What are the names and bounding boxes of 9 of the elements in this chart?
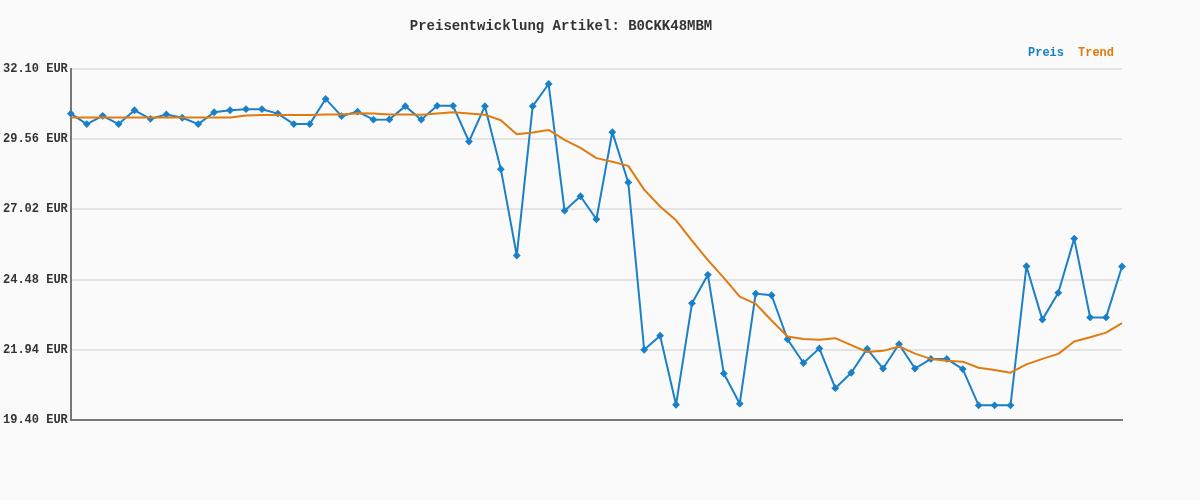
chart-title: Preisentwicklung Artikel: B0CKK48MBM xyxy=(409,17,713,34)
text: Trend xyxy=(1077,45,1115,60)
text: Preis xyxy=(1027,45,1064,60)
y-tick-label: 29.56 EUR xyxy=(3,132,69,147)
y-tick-label: 27.02 EUR xyxy=(3,202,69,217)
y-tick-label: 19.40 EUR xyxy=(3,413,69,428)
y-tick-label: 32.10 EUR xyxy=(3,61,69,76)
y-tick-label: 24.48 EUR xyxy=(3,272,69,287)
y-tick-label: 21.94 EUR xyxy=(3,342,69,357)
